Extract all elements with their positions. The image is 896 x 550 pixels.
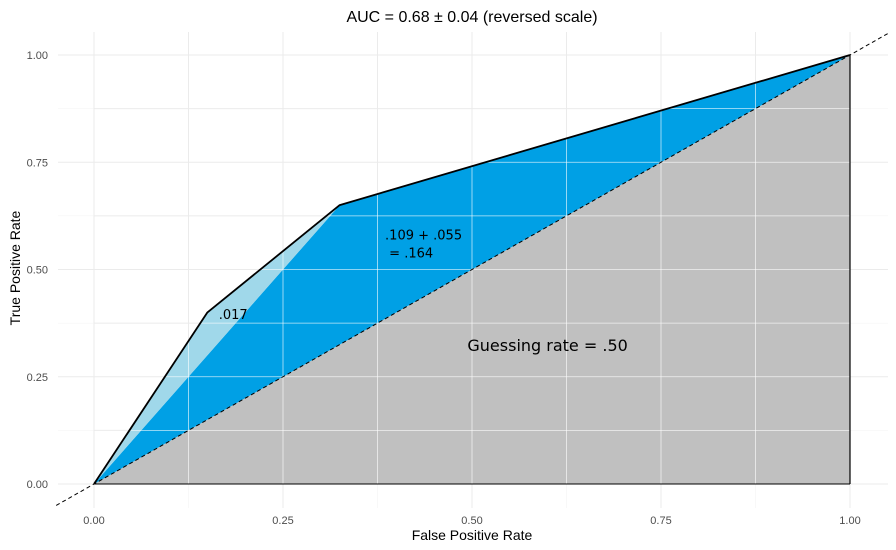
x-tick-label-4: 1.00 [839, 515, 860, 527]
y-tick-label-0: 0.00 [27, 479, 48, 491]
x-tick-label-3: 0.75 [650, 515, 671, 527]
region-labels: Guessing rate = .50 .109 + .055 = .164 .01… [219, 228, 628, 355]
chart-title: AUC = 0.68 ± 0.04 (reversed scale) [346, 9, 597, 26]
blue-label: .109 + .055 = .164 [385, 228, 462, 261]
y-tick-label-3: 0.75 [27, 157, 48, 169]
blue-label-line-1: = .164 [385, 246, 433, 261]
roc-line [93, 54, 851, 485]
y-tick-label-4: 1.00 [27, 50, 48, 62]
auc-regions [93, 32, 851, 484]
axis-ticks: 0.00 0.25 0.50 0.75 1.00 0.00 0.25 0.50 0.75 1.00 [27, 50, 861, 527]
blue-label-line-0: .109 + .055 [385, 228, 462, 243]
guessing-label: Guessing rate = .50 [467, 336, 627, 355]
lightblue-label: .017 [219, 308, 248, 323]
x-axis-title: False Positive Rate [412, 527, 533, 543]
y-axis-title: True Positive Rate [7, 210, 23, 325]
lightblue-region [94, 205, 340, 484]
x-tick-label-1: 0.25 [272, 515, 293, 527]
y-tick-label-1: 0.25 [27, 372, 48, 384]
x-tick-label-0: 0.00 [83, 515, 104, 527]
y-tick-label-2: 0.50 [27, 265, 48, 277]
chance-diagonal [55, 33, 889, 506]
roc-curve [55, 33, 889, 506]
x-tick-label-2: 0.50 [461, 515, 482, 527]
